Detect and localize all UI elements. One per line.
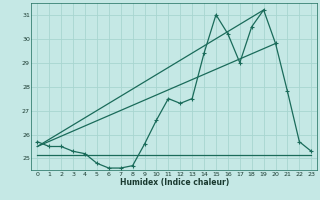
X-axis label: Humidex (Indice chaleur): Humidex (Indice chaleur) xyxy=(120,178,229,187)
